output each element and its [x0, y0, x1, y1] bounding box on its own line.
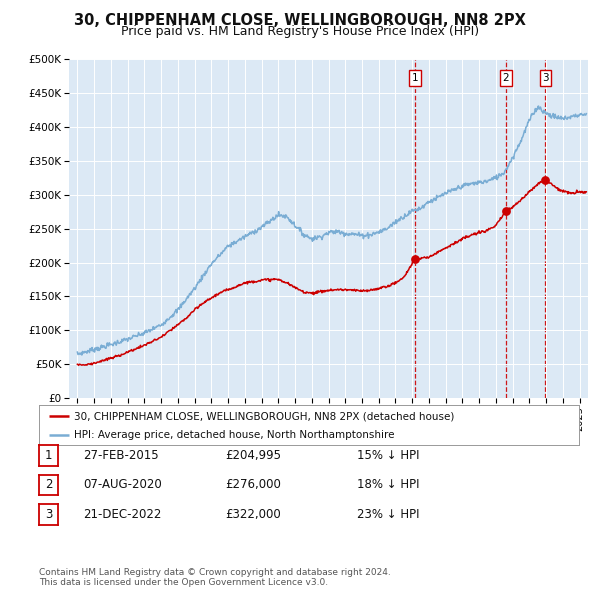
Text: 07-AUG-2020: 07-AUG-2020 — [83, 478, 161, 491]
Text: Contains HM Land Registry data © Crown copyright and database right 2024.
This d: Contains HM Land Registry data © Crown c… — [39, 568, 391, 587]
Point — [410, 254, 419, 264]
Text: £276,000: £276,000 — [225, 478, 281, 491]
Text: 1: 1 — [45, 449, 52, 462]
Text: 3: 3 — [45, 508, 52, 521]
Point — [501, 206, 511, 216]
Text: 2: 2 — [45, 478, 52, 491]
Text: HPI: Average price, detached house, North Northamptonshire: HPI: Average price, detached house, Nort… — [74, 430, 395, 440]
Text: 30, CHIPPENHAM CLOSE, WELLINGBOROUGH, NN8 2PX: 30, CHIPPENHAM CLOSE, WELLINGBOROUGH, NN… — [74, 13, 526, 28]
Text: 2: 2 — [502, 73, 509, 83]
Text: 30, CHIPPENHAM CLOSE, WELLINGBOROUGH, NN8 2PX (detached house): 30, CHIPPENHAM CLOSE, WELLINGBOROUGH, NN… — [74, 411, 454, 421]
Text: £322,000: £322,000 — [225, 508, 281, 521]
Text: 1: 1 — [412, 73, 418, 83]
Text: 27-FEB-2015: 27-FEB-2015 — [83, 449, 158, 462]
Text: 21-DEC-2022: 21-DEC-2022 — [83, 508, 161, 521]
Text: 23% ↓ HPI: 23% ↓ HPI — [357, 508, 419, 521]
Text: Price paid vs. HM Land Registry's House Price Index (HPI): Price paid vs. HM Land Registry's House … — [121, 25, 479, 38]
Text: 15% ↓ HPI: 15% ↓ HPI — [357, 449, 419, 462]
Text: £204,995: £204,995 — [225, 449, 281, 462]
Text: 3: 3 — [542, 73, 549, 83]
Text: 18% ↓ HPI: 18% ↓ HPI — [357, 478, 419, 491]
Point — [541, 175, 550, 185]
